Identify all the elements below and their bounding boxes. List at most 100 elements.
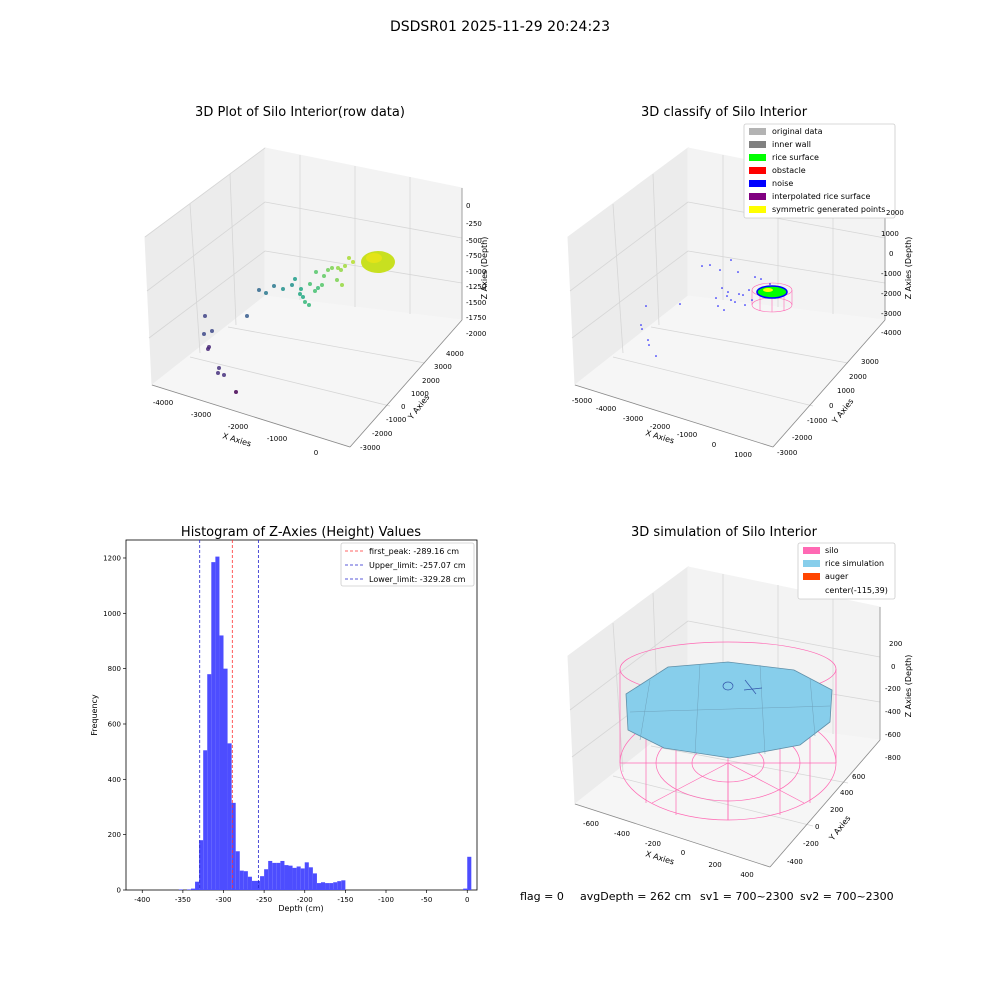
classify-noise-point (709, 264, 711, 266)
classify-ytick: -3000 (777, 449, 797, 457)
classify-noise-point (679, 303, 681, 305)
classify-noise-point (730, 259, 732, 261)
classify-noise-point (721, 287, 723, 289)
simulation-zticks: 200 0 -200 -400 -600 -800 (885, 640, 902, 762)
histogram-bar (243, 871, 248, 890)
classify-legend-label: inner wall (772, 140, 811, 149)
raw-ztick: -750 (466, 252, 482, 260)
histogram-bar (276, 862, 281, 890)
raw-data-point (336, 266, 340, 270)
histogram-legend-frame (340, 542, 475, 587)
raw-xtick: -2000 (228, 423, 248, 431)
raw-ztick: 0 (466, 202, 470, 210)
classify-legend-frame (743, 123, 896, 219)
raw-data-point (210, 329, 214, 333)
status-avg-depth: avgDepth = 262 cm (580, 890, 691, 903)
simulation-legend-frame (797, 542, 896, 600)
classify-ytick: 3000 (861, 358, 879, 366)
simulation-panel: 3D simulation of Silo Interior (567, 525, 913, 879)
histogram-bar (178, 889, 183, 890)
histogram-bar (463, 888, 468, 890)
raw-data-point (347, 256, 351, 260)
raw-ztick: -1500 (466, 299, 486, 307)
histogram-bar (199, 840, 204, 890)
status-line: flag = 0 avgDepth = 262 cm sv1 = 700~230… (520, 890, 894, 903)
histogram-bar (304, 862, 309, 890)
classify-noise-point (754, 276, 756, 278)
histogram-bar (223, 668, 228, 890)
histogram-bar (195, 881, 200, 890)
raw-ztick: -2000 (466, 330, 486, 338)
classify-noise-point (647, 339, 649, 341)
simulation-legend-label: center(-115,39) (825, 586, 888, 595)
classify-ztick: -3000 (881, 310, 901, 318)
raw-ytick: 2000 (422, 377, 440, 385)
status-sv2: sv2 = 700~2300 (800, 890, 894, 903)
histogram-bar (325, 883, 330, 890)
simulation-axis-edges (574, 607, 881, 868)
histogram-bar (231, 802, 236, 890)
raw-data-point (316, 286, 320, 290)
classify-y-axis-label: Y Axies (830, 397, 856, 426)
simulation-ytick: 200 (830, 806, 843, 814)
raw-data-point (272, 284, 276, 288)
raw-data-point (313, 289, 317, 293)
histogram-panel: Histogram of Z-Axies (Height) Values -40… (90, 525, 478, 913)
raw-ytick: -1000 (386, 416, 406, 424)
histogram-bar (215, 556, 220, 890)
histogram-ytick-label: 600 (108, 720, 121, 728)
raw-data-point (203, 314, 207, 318)
classify-xtick: -4000 (596, 405, 616, 413)
classify-legend-label: symmetric generated points (772, 205, 885, 214)
raw-data-point (290, 283, 294, 287)
raw-data-point (299, 287, 303, 291)
raw-axis-edges (151, 188, 463, 448)
raw-data-point (330, 266, 334, 270)
simulation-center-marker (722, 679, 763, 695)
raw-ytick: 1000 (411, 390, 429, 398)
simulation-ytick: 0 (815, 823, 819, 831)
simulation-xtick: 200 (708, 861, 721, 869)
classify-noise-point (760, 278, 762, 280)
classify-noise-point (748, 289, 750, 291)
histogram-xtick-label: -250 (256, 896, 272, 904)
raw-ztick: -1250 (466, 283, 486, 291)
histogram-ytick-label: 1000 (103, 610, 121, 618)
histogram-chart-title: Histogram of Z-Axies (Height) Values (181, 525, 421, 540)
classify-noise-point (641, 328, 643, 330)
classify-noise-point (744, 304, 746, 306)
histogram-legend-label: first_peak: -289.16 cm (369, 547, 459, 556)
raw-points (202, 251, 395, 394)
classify-ytick: -2000 (792, 434, 812, 442)
classify-noise-point (648, 344, 650, 346)
classify-legend-label: rice surface (772, 153, 819, 162)
raw-ytick: 4000 (446, 350, 464, 358)
status-flag: flag = 0 (520, 890, 564, 903)
raw-xtick: -3000 (191, 411, 211, 419)
classify-xtick: -3000 (623, 415, 643, 423)
simulation-legend-swatch (803, 560, 820, 567)
simulation-legend-label: rice simulation (825, 559, 884, 568)
raw-data-point (245, 314, 249, 318)
simulation-yticks: -400 -200 0 200 400 600 (787, 773, 865, 866)
histogram-bar (280, 860, 285, 890)
classify-noise-point (717, 305, 719, 307)
raw-data-point (303, 300, 307, 304)
histogram-bar (186, 889, 191, 890)
raw-data-point (257, 288, 261, 292)
raw-data-point (298, 292, 302, 296)
histogram-bar (333, 882, 338, 890)
classify-noise-point (730, 299, 732, 301)
simulation-xtick: -400 (614, 830, 630, 838)
classify-ztick: -1000 (881, 270, 901, 278)
histogram-xtick-label: -50 (421, 896, 432, 904)
raw-data-point (222, 373, 226, 377)
histogram-bar (284, 865, 289, 890)
histogram-bar (239, 870, 244, 890)
raw-ztick: -500 (466, 237, 482, 245)
classify-grid (569, 155, 886, 407)
simulation-legend-swatch (803, 547, 820, 554)
raw-data-point (335, 278, 339, 282)
histogram-bar (300, 868, 305, 890)
